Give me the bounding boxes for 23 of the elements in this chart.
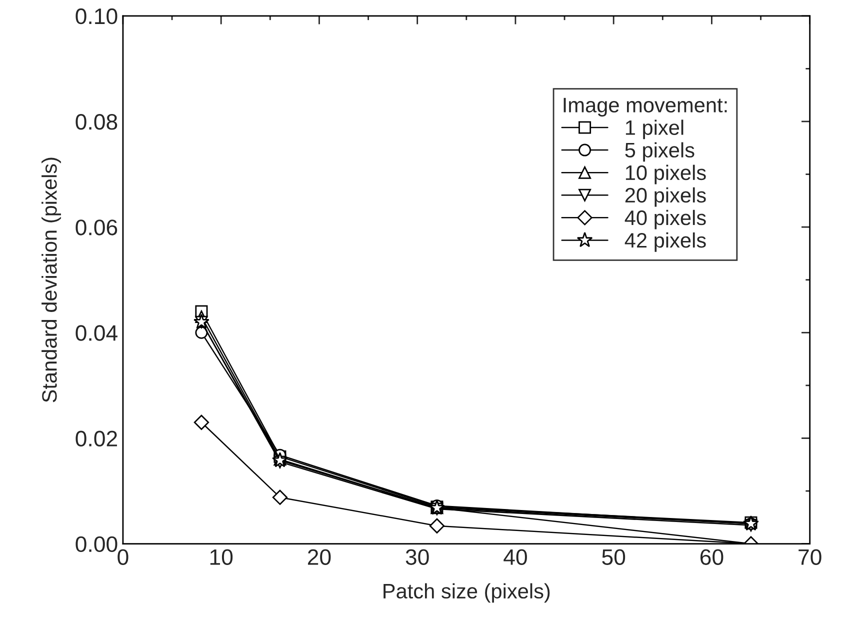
- y-tick-label: 0.08: [76, 114, 118, 130]
- legend-title: Image movement:: [564, 98, 727, 117]
- y-tick-label: 0.10: [76, 8, 118, 24]
- legend-label: 10 pixels: [626, 164, 706, 184]
- y-tick-label: 0.02: [76, 430, 117, 446]
- y-tick-label: 0.06: [76, 220, 118, 236]
- legend-label: 20 pixels: [625, 187, 706, 207]
- y-axis-title: Standard deviation (pixels): [42, 158, 61, 402]
- legend-label: 42 pixels: [624, 232, 706, 252]
- x-tick-label: 40: [504, 549, 527, 565]
- x-tick-label: 50: [602, 549, 626, 565]
- x-axis-title: Patch size (pixels): [384, 583, 550, 603]
- x-tick-label: 20: [308, 549, 331, 565]
- x-tick-label: 30: [406, 549, 429, 565]
- y-tick-label: 0.04: [76, 325, 118, 341]
- legend-label: 5 pixels: [625, 142, 694, 162]
- x-tick-label: 10: [210, 549, 233, 565]
- x-tick-label: 60: [700, 549, 724, 565]
- legend-label: 40 pixels: [624, 210, 706, 230]
- x-tick-label: 70: [798, 549, 822, 565]
- y-tick-label: 0.00: [76, 536, 118, 552]
- x-tick-label: 0: [118, 549, 128, 565]
- legend-label: 1 pixel: [626, 120, 684, 140]
